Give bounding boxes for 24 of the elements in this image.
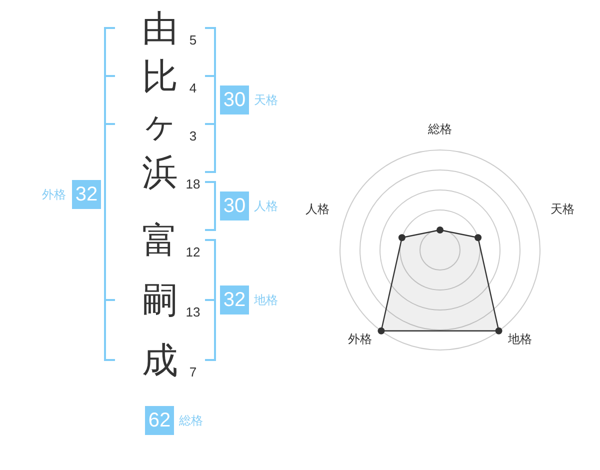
data-label: 12 xyxy=(186,244,200,260)
text: 総格 xyxy=(178,414,203,428)
category-label: 比 xyxy=(142,56,178,96)
data-label: 7 xyxy=(189,364,197,380)
data-label: 5 xyxy=(189,32,197,48)
category-label: 成 xyxy=(142,340,178,380)
text: 外格 xyxy=(42,188,66,202)
category-label: 富 xyxy=(142,220,178,260)
category-label: 由 xyxy=(142,8,178,48)
data-label: 4 xyxy=(189,80,197,96)
category-label: ヶ xyxy=(142,104,178,144)
spoke-label: 地格 xyxy=(507,332,532,346)
category-label: 嗣 xyxy=(142,280,178,320)
data-label: 18 xyxy=(186,176,200,192)
data-label: 3 xyxy=(189,128,197,144)
spoke-label: 人格 xyxy=(306,202,330,216)
text: 地格 xyxy=(253,293,278,307)
text: 天格 xyxy=(254,93,278,107)
spoke-label: 総格 xyxy=(427,122,452,136)
category-label: 浜 xyxy=(142,152,178,192)
text: 人格 xyxy=(254,199,278,213)
spoke-label: 天格 xyxy=(550,202,574,216)
data-label: 13 xyxy=(186,304,200,320)
spoke-label: 外格 xyxy=(348,332,372,346)
